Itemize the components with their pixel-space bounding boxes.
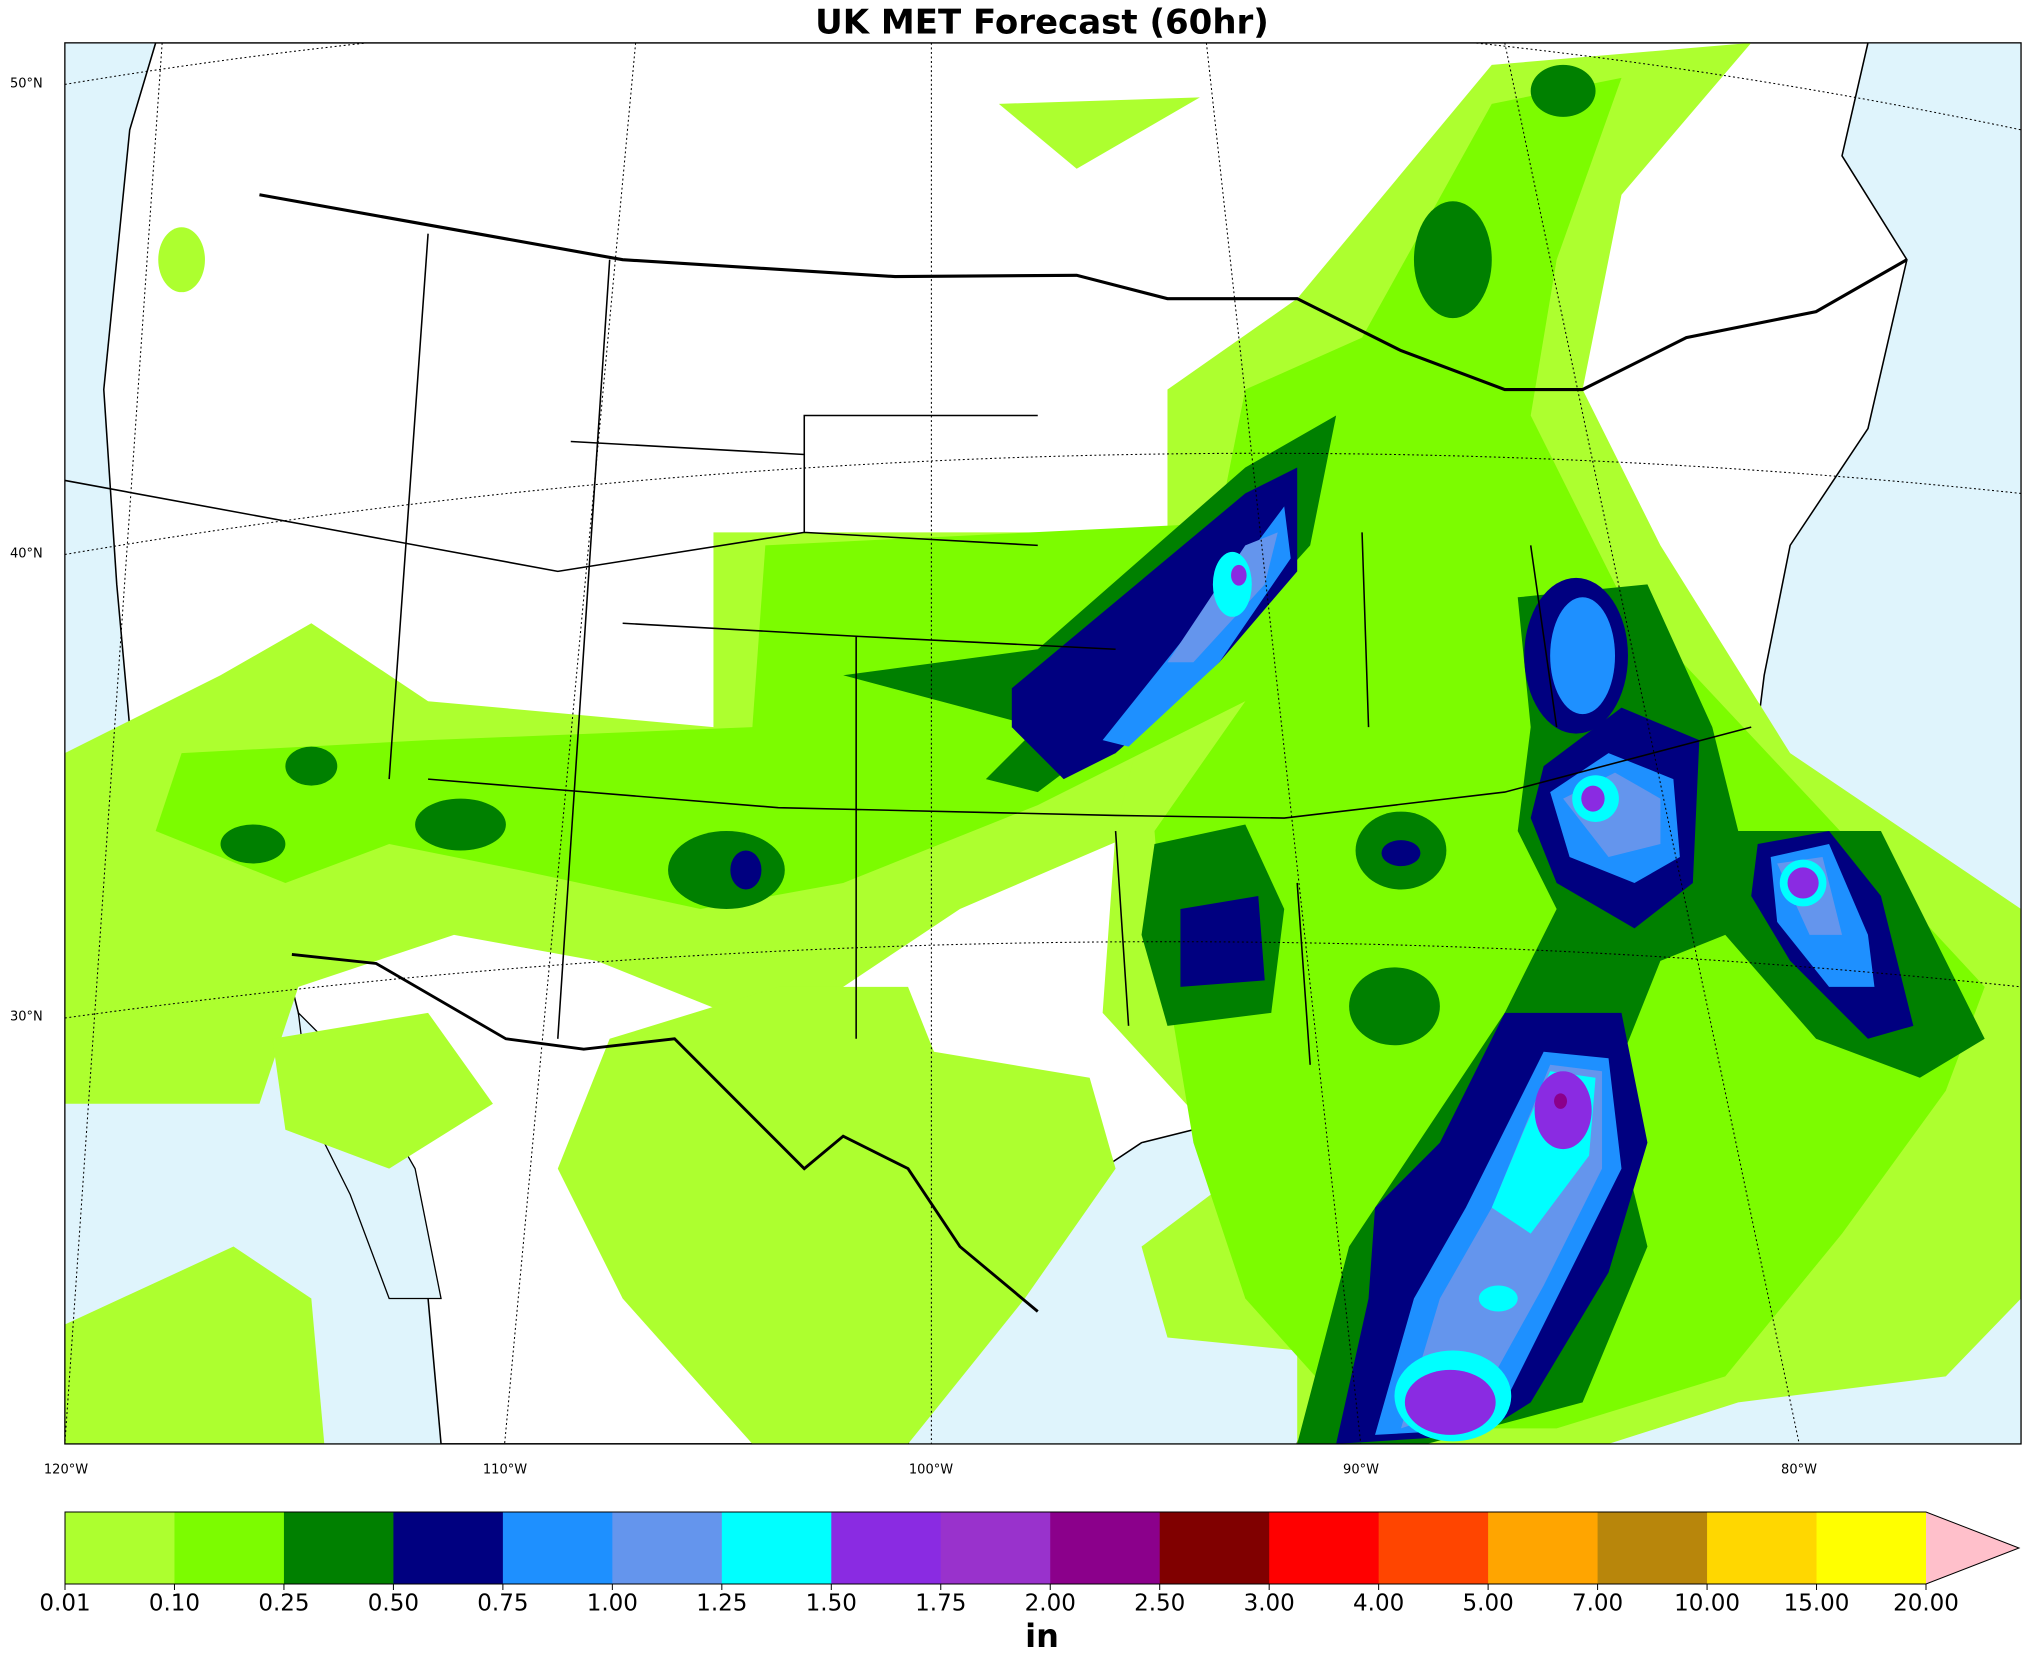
colorbar-tick-label: 10.00 [1674, 1591, 1740, 1617]
colorbar-label: in [1025, 1617, 1059, 1655]
colorbar-extend [1926, 1512, 2019, 1584]
colorbar-tick-label: 0.50 [368, 1591, 419, 1617]
colorbar-segment [283, 1512, 394, 1584]
colorbar-segment [1378, 1512, 1489, 1584]
colorbar-segment [1597, 1512, 1708, 1584]
colorbar-tick-label: 15.00 [1784, 1591, 1850, 1617]
map-title: UK MET Forecast (60hr) [815, 3, 1269, 43]
colorbar-tick-label: 1.25 [696, 1591, 747, 1617]
colorbar-tick-label: 20.00 [1893, 1591, 1959, 1617]
colorbar-tick-label: 0.25 [258, 1591, 309, 1617]
colorbar-tick-label: 5.00 [1463, 1591, 1514, 1617]
colorbar-tick-label: 1.75 [915, 1591, 966, 1617]
colorbar-segment [1159, 1512, 1270, 1584]
lat-label: 30°N [10, 1010, 43, 1025]
lon-label: 100°W [909, 1463, 953, 1478]
colorbar-tick-label: 4.00 [1353, 1591, 1404, 1617]
colorbar-segment [1050, 1512, 1161, 1584]
lat-label: 50°N [10, 77, 43, 92]
map-frame [64, 42, 2022, 1445]
colorbar-outline [64, 1511, 2021, 1585]
colorbar-tick-label: 0.01 [39, 1591, 90, 1617]
colorbar-segment [1488, 1512, 1599, 1584]
lon-label: 120°W [44, 1463, 88, 1478]
colorbar-tick-label: 7.00 [1572, 1591, 1623, 1617]
colorbar-tick-label: 3.00 [1244, 1591, 1295, 1617]
colorbar-tick-label: 2.50 [1134, 1591, 1185, 1617]
colorbar-tick-label: 1.50 [806, 1591, 857, 1617]
colorbar-segment [65, 1512, 175, 1584]
colorbar-tick-label: 0.75 [477, 1591, 528, 1617]
colorbar-segment [612, 1512, 723, 1584]
colorbar-tick-label: 2.00 [1025, 1591, 1076, 1617]
lon-label: 110°W [483, 1463, 527, 1478]
colorbar-segment [393, 1512, 504, 1584]
graticule [64, 42, 2022, 1444]
colorbar-segment [1269, 1512, 1380, 1584]
lon-label: 80°W [1781, 1463, 1817, 1478]
colorbar-tick-label: 1.00 [587, 1591, 638, 1617]
colorbar-segment [831, 1512, 942, 1584]
colorbar-segment [721, 1512, 832, 1584]
map-area [64, 42, 2022, 1445]
colorbar-tick-label: 0.10 [149, 1591, 200, 1617]
colorbar-segment [1707, 1512, 1818, 1584]
lon-label: 90°W [1343, 1463, 1379, 1478]
colorbar-segment [1816, 1512, 1927, 1584]
precip-contours [64, 42, 2022, 1444]
lat-label: 40°N [10, 547, 43, 562]
colorbar-segment [940, 1512, 1051, 1584]
colorbar-segment [174, 1512, 285, 1584]
borders [64, 193, 1908, 1313]
colorbar-segment [502, 1512, 613, 1584]
